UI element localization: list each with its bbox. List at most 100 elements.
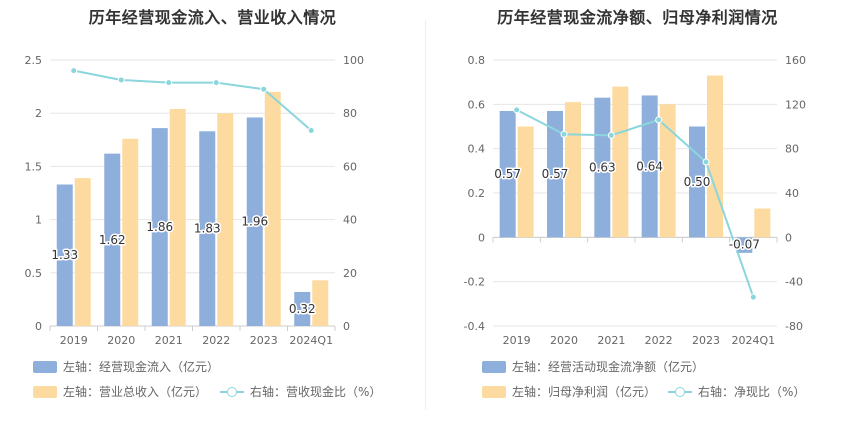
chart-panel-net-cash-flow: 历年经营现金流净额、归母净利润情况 -0.4 -0.2 0 0.2 0.4 0.6 0.8-…	[425, 0, 850, 437]
line-point	[749, 293, 757, 301]
legend-swatch-line	[668, 386, 692, 398]
y-right-tick-label: 60	[343, 160, 357, 173]
line-series	[516, 108, 755, 298]
bar-series-1	[499, 110, 516, 238]
data-label: 0.63	[589, 161, 616, 175]
line-point	[260, 85, 268, 93]
legend-label: 右轴：净现比（%）	[698, 385, 806, 399]
bar-series-1	[594, 97, 611, 238]
legend-swatch-bar	[33, 386, 57, 398]
legend-item-total-revenue[interactable]: 左轴：营业总收入（亿元）	[33, 383, 207, 400]
line-point	[212, 79, 220, 87]
y-left-tick-label: 0.8	[468, 54, 486, 67]
chart-title: 历年经营现金流净额、归母净利润情况	[497, 8, 778, 27]
y-left-tick-label: 0	[478, 231, 485, 244]
y-right-tick-label: -80	[785, 320, 803, 333]
data-label: 0.64	[636, 159, 663, 173]
legend-swatch-bar	[482, 386, 506, 398]
bar-series-2	[122, 138, 139, 326]
y-right-tick-label: 80	[343, 107, 357, 120]
legend-label: 右轴：营收现金比（%）	[250, 385, 382, 399]
legend-swatch-bar	[482, 361, 506, 373]
legend-label: 左轴：经营活动现金流净额（亿元）	[512, 360, 705, 374]
chart-panel-cash-inflow: 历年经营现金流入、营业收入情况 0 0.5 1 1.5 2 2.5 0 20 40 60 80 100…	[25, 8, 382, 400]
line-series	[73, 69, 312, 132]
data-label: 0.50	[684, 175, 711, 189]
bar-series-2	[707, 75, 723, 238]
line-point	[307, 126, 315, 134]
data-label: 1.33	[51, 248, 78, 262]
data-label: 1.86	[146, 220, 173, 234]
data-label: 0.57	[542, 167, 569, 181]
data-label: 1.83	[194, 222, 221, 236]
x-tick-label: 2024Q1	[732, 334, 776, 347]
y-left-tick-label: 0.4	[468, 143, 486, 156]
x-tick-label: 2020	[550, 334, 578, 347]
legend-swatch-line	[220, 386, 244, 398]
y-left-tick-label: 1	[35, 214, 42, 227]
y-left-tick-label: -0.4	[464, 320, 485, 333]
y-right-tick-label: 120	[785, 98, 806, 111]
line-point	[117, 76, 125, 84]
y-right-tick-label: 0	[343, 320, 350, 333]
chart-title: 历年经营现金流入、营业收入情况	[88, 8, 337, 27]
x-tick-label: 2024Q1	[289, 334, 333, 347]
legend-item-cash-revenue-ratio[interactable]: 右轴：营收现金比（%）	[220, 383, 381, 400]
y-right-tick-label: 160	[785, 54, 806, 67]
x-tick-label: 2022	[202, 334, 230, 347]
y-left-tick-label: 0.6	[468, 98, 486, 111]
line-point	[513, 106, 521, 114]
bar-series-2	[659, 104, 676, 238]
bar-series-1	[104, 153, 121, 326]
chart-plot-net-cash-flow: -0.4 -0.2 0 0.2 0.4 0.6 0.8 -80 -40 0 40 80 120 160 20…	[464, 54, 806, 347]
bar-series-1	[56, 184, 73, 326]
line-point	[165, 79, 173, 87]
legend-label: 左轴：归母净利润（亿元）	[512, 385, 657, 399]
y-left-tick-label: 0	[35, 320, 42, 333]
bar-series-1	[689, 126, 705, 238]
x-tick-label: 2020	[107, 334, 135, 347]
bar-series-2	[612, 86, 629, 238]
y-right-tick-label: 100	[343, 54, 364, 67]
bar-series-1	[641, 95, 658, 238]
y-right-tick-label: 80	[785, 143, 799, 156]
panel-divider	[425, 20, 426, 410]
bar-series-2	[217, 113, 234, 326]
chart-plot-cash-inflow: 0 0.5 1 1.5 2 2.5 0 20 40 60 80 100 2019 2020 2021 2022…	[25, 54, 365, 347]
x-tick-label: 2022	[645, 334, 673, 347]
data-label: 1.62	[99, 233, 126, 247]
bar-series-1	[736, 237, 753, 253]
legend-item-net-cash-ratio[interactable]: 右轴：净现比（%）	[668, 383, 805, 400]
y-left-tick-label: 1.5	[25, 160, 43, 173]
y-left-tick-label: -0.2	[464, 276, 485, 289]
legend-label: 左轴：经营现金流入（亿元）	[63, 360, 220, 374]
legend-item-net-operating-cash-flow[interactable]: 左轴：经营活动现金流净额（亿元）	[482, 358, 704, 375]
bar-series-1	[547, 110, 563, 238]
bar-series-2	[312, 280, 329, 326]
y-right-tick-label: 0	[785, 231, 792, 244]
y-right-tick-label: 40	[343, 214, 357, 227]
bar-series-2	[264, 91, 281, 326]
legend-item-operating-cash-inflow[interactable]: 左轴：经营现金流入（亿元）	[33, 358, 219, 375]
data-label: 0.32	[289, 302, 316, 316]
y-right-tick-label: 40	[785, 187, 799, 200]
bar-series-1	[246, 117, 263, 327]
x-tick-label: 2023	[692, 334, 720, 347]
bar-series-1	[294, 291, 311, 326]
y-left-tick-label: 2.5	[25, 54, 43, 67]
bar-series-2	[169, 108, 186, 326]
bar-series-2	[754, 208, 771, 238]
legend-swatch-bar	[33, 361, 57, 373]
bar-series-2	[74, 178, 91, 326]
data-label: 0.57	[494, 167, 521, 181]
y-left-tick-label: 0.5	[25, 267, 43, 280]
y-right-tick-label: -40	[785, 276, 803, 289]
line-point	[702, 158, 710, 166]
x-tick-label: 2023	[250, 334, 278, 347]
y-left-tick-label: 2	[35, 107, 42, 120]
legend-item-net-profit[interactable]: 左轴：归母净利润（亿元）	[482, 383, 656, 400]
x-tick-label: 2021	[597, 334, 625, 347]
data-label: -0.07	[729, 237, 760, 251]
x-tick-label: 2019	[503, 334, 531, 347]
bar-series-2	[565, 102, 581, 238]
